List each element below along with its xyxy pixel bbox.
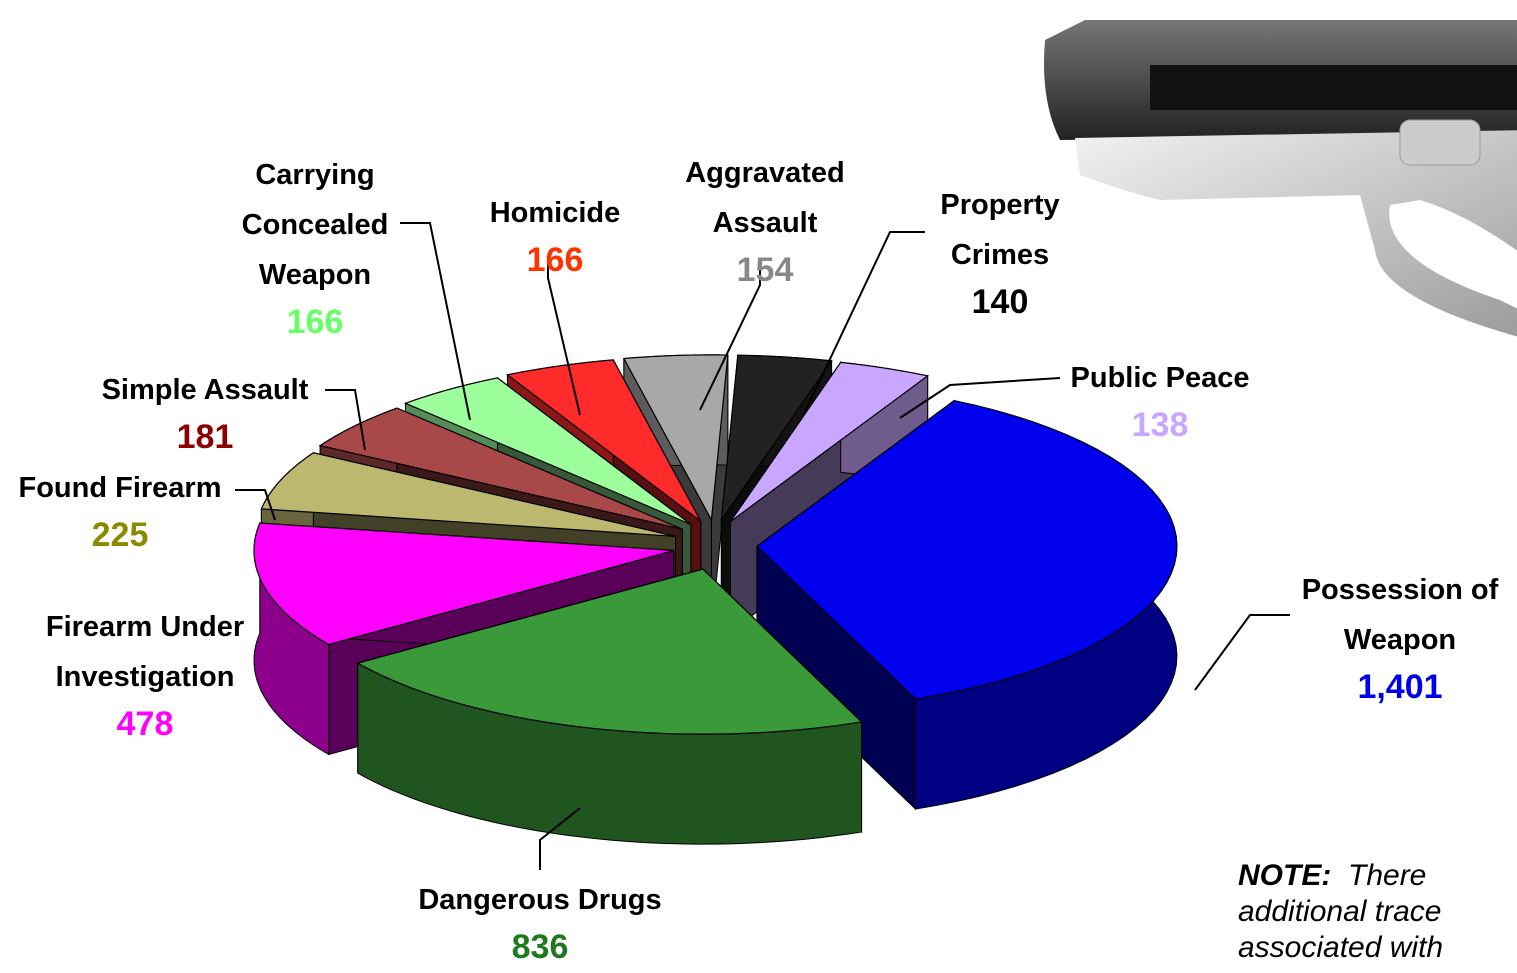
value-label: 138	[1040, 403, 1280, 447]
category-label: Aggravated Assault	[660, 148, 870, 248]
value-label: 836	[380, 925, 700, 969]
category-label: Found Firearm	[0, 463, 240, 513]
gun-illustration	[1044, 20, 1517, 340]
value-label: 478	[30, 702, 260, 746]
category-label: Dangerous Drugs	[380, 875, 700, 925]
page: Possession of Weapon1,401 Dangerous Drugs…	[0, 0, 1517, 973]
value-label: 166	[215, 300, 415, 344]
note-line: associated with	[1238, 931, 1443, 964]
pie	[254, 355, 1177, 844]
note-line: additional trace	[1238, 895, 1441, 928]
value-label: 181	[70, 415, 340, 459]
category-label: Carrying Concealed Weapon	[215, 150, 415, 300]
note-label: NOTE:	[1238, 859, 1331, 892]
note-line: There	[1348, 859, 1426, 892]
category-label: Possession of Weapon	[1270, 565, 1517, 665]
category-label: Public Peace	[1040, 353, 1280, 403]
category-label: Simple Assault	[70, 365, 340, 415]
category-label: Homicide	[440, 188, 670, 238]
value-label: 1,401	[1270, 665, 1517, 709]
value-label: 154	[660, 248, 870, 292]
category-label: Property Crimes	[905, 180, 1095, 280]
value-label: 225	[0, 513, 240, 557]
value-label: 166	[440, 238, 670, 282]
value-label: 140	[905, 280, 1095, 324]
category-label: Firearm Under Investigation	[30, 602, 260, 702]
